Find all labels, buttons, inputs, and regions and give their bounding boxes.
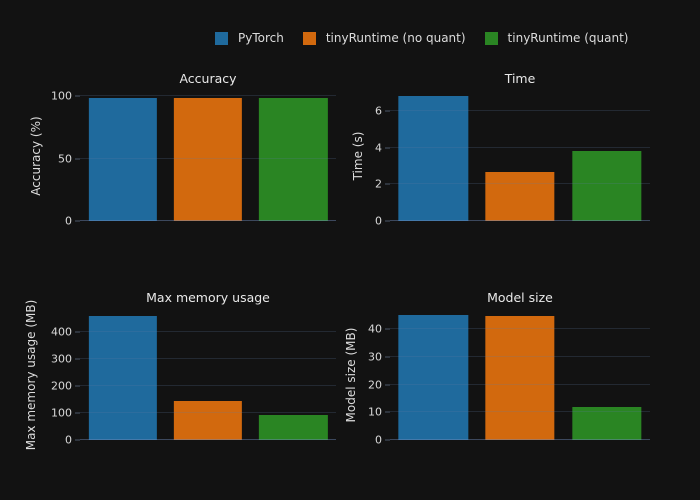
- subplot-model-size-title: Model size: [487, 290, 553, 305]
- y-tick-label-100: 100: [51, 406, 72, 420]
- x-axis-baseline: [80, 220, 336, 221]
- bar-accuracy-2: [173, 97, 243, 221]
- y-tick-label-400: 400: [51, 325, 72, 339]
- bar-max-memory-usage-1: [88, 315, 157, 440]
- legend-item-tinyruntime-noquant: tinyRuntime (no quant): [302, 31, 466, 45]
- subplot-time-title: Time: [504, 71, 536, 86]
- x-axis-baseline: [80, 439, 336, 440]
- y-tick-label-40: 40: [368, 322, 382, 336]
- gridline-y-4: [390, 146, 650, 148]
- y-tick-mark-100: [75, 95, 80, 97]
- y-tick-label-0: 0: [65, 214, 72, 228]
- gridline-y-10: [390, 411, 650, 413]
- y-tick-mark-10: [385, 411, 390, 413]
- bar-accuracy-1: [88, 97, 157, 221]
- subplot-max-memory-plot-area: 0 100 200 300 400: [51, 309, 336, 446]
- legend-item-tinyruntime-quant: tinyRuntime (quant): [484, 31, 629, 45]
- x-axis-baseline: [390, 439, 650, 440]
- y-tick-mark-6: [385, 110, 390, 112]
- subplot-model-size-plot-area: 0 10 20 30 40: [368, 309, 650, 446]
- y-tick-label-0: 0: [65, 433, 72, 447]
- y-tick-mark-20: [385, 384, 390, 386]
- y-tick-label-4: 4: [375, 141, 382, 155]
- gridline-y-400: [80, 331, 336, 333]
- y-tick-label-2: 2: [375, 177, 382, 191]
- x-axis-baseline: [390, 220, 650, 221]
- gridline-y-6: [390, 110, 650, 112]
- legend-label-pytorch: PyTorch: [238, 31, 284, 45]
- y-tick-label-6: 6: [375, 104, 382, 118]
- legend-swatch-pytorch: [215, 31, 228, 45]
- y-tick-label-300: 300: [51, 352, 72, 366]
- bar-max-memory-usage-2: [173, 401, 243, 440]
- subplot-max-memory: Max memory usage Max memory usage (MB) 0…: [24, 290, 336, 450]
- bar-time-2: [485, 172, 555, 221]
- y-tick-label-10: 10: [368, 405, 382, 419]
- y-tick-mark-0: [75, 220, 80, 222]
- bar-model-size-2: [485, 315, 555, 440]
- y-tick-mark-100: [75, 412, 80, 414]
- bar-time-3: [571, 151, 642, 221]
- legend-swatch-tinyruntime-quant: [484, 31, 498, 45]
- y-tick-label-50: 50: [58, 152, 72, 166]
- y-tick-label-20: 20: [368, 378, 382, 392]
- subplot-model-size-ylabel: Model size (MB): [344, 327, 358, 422]
- legend-label-tinyruntime-quant: tinyRuntime (quant): [507, 31, 629, 45]
- y-tick-mark-50: [75, 158, 80, 160]
- bar-model-size-1: [398, 315, 468, 440]
- subplot-max-memory-title: Max memory usage: [146, 290, 270, 305]
- subplot-max-memory-ylabel: Max memory usage (MB): [24, 299, 38, 450]
- gridline-y-200: [80, 385, 336, 387]
- gridline-y-40: [390, 328, 650, 330]
- gridline-y-20: [390, 383, 650, 385]
- y-tick-mark-2: [385, 183, 390, 185]
- gridline-y-100: [80, 412, 336, 414]
- y-tick-label-30: 30: [368, 350, 382, 364]
- y-tick-mark-400: [75, 331, 80, 333]
- legend-label-tinyruntime-noquant: tinyRuntime (no quant): [325, 31, 466, 45]
- subplot-model-size: Model size Model size (MB) 0 10 20 30 40: [344, 290, 650, 446]
- y-tick-label-100: 100: [51, 89, 72, 103]
- bar-max-memory-usage-3: [259, 415, 328, 440]
- subplot-time-ylabel: Time (s): [351, 131, 365, 180]
- y-tick-mark-200: [75, 385, 80, 387]
- subplot-accuracy-title: Accuracy: [179, 71, 237, 86]
- bar-time-1: [398, 96, 468, 221]
- legend-item-pytorch: PyTorch: [215, 31, 284, 45]
- gridline-y-50: [80, 157, 336, 159]
- gridline-y-2: [390, 183, 650, 185]
- gridline-y-100: [80, 95, 336, 97]
- bar-accuracy-3: [259, 97, 328, 221]
- subplot-accuracy: Accuracy Accuracy (%) 0 50 100: [29, 71, 336, 227]
- subplot-accuracy-ylabel: Accuracy (%): [29, 115, 43, 196]
- y-tick-label-200: 200: [51, 379, 72, 393]
- y-tick-mark-0: [385, 439, 390, 441]
- y-tick-mark-30: [385, 356, 390, 358]
- y-tick-label-0: 0: [375, 433, 382, 447]
- subplot-time: Time Time (s) 0 2 4 6: [351, 71, 650, 227]
- y-tick-mark-0: [75, 439, 80, 441]
- gridline-y-300: [80, 358, 336, 360]
- subplot-time-plot-area: 0 2 4 6: [375, 90, 650, 227]
- y-tick-label-0: 0: [375, 214, 382, 228]
- bar-model-size-3: [571, 406, 642, 440]
- y-tick-mark-300: [75, 358, 80, 360]
- gridline-y-30: [390, 355, 650, 357]
- subplot-accuracy-plot-area: 0 50 100: [51, 90, 336, 227]
- y-tick-mark-40: [385, 328, 390, 330]
- chart-legend: PyTorch tinyRuntime (no quant) tinyRunti…: [215, 31, 628, 45]
- y-tick-mark-4: [385, 147, 390, 149]
- y-tick-mark-0: [385, 220, 390, 222]
- legend-swatch-tinyruntime-noquant: [302, 31, 316, 45]
